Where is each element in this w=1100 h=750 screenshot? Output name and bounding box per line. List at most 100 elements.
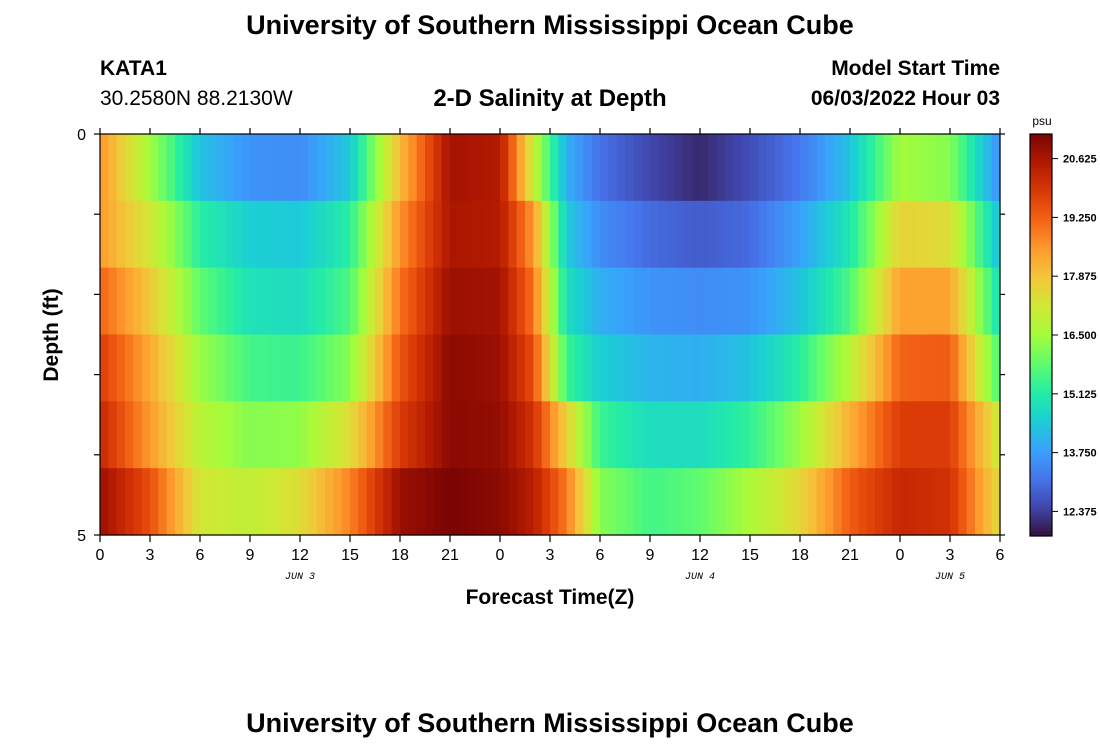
heatmap-cell — [266, 401, 276, 469]
heatmap-cell — [625, 267, 634, 336]
heatmap-cell — [375, 468, 384, 536]
heatmap-cell — [533, 468, 543, 536]
heatmap-cell — [133, 468, 143, 536]
heatmap-cell — [541, 200, 551, 269]
heatmap-cell — [466, 334, 476, 402]
heatmap-cell — [216, 468, 226, 536]
heatmap-cell — [933, 267, 943, 336]
heatmap-cell — [108, 468, 118, 536]
heatmap-cell — [150, 267, 159, 336]
heatmap-cell — [300, 334, 309, 402]
heatmap-cell — [691, 334, 701, 402]
heatmap-cell — [150, 334, 159, 402]
heatmap-cell — [241, 267, 251, 336]
heatmap-cell — [550, 334, 559, 402]
heatmap-cell — [733, 134, 743, 202]
heatmap-cell — [566, 468, 576, 536]
heatmap-cell — [541, 468, 551, 536]
heatmap-cell — [325, 200, 334, 269]
heatmap-cell — [241, 200, 251, 269]
heatmap-cell — [258, 334, 268, 402]
x-tick-label: 18 — [391, 547, 409, 564]
heatmap-cell — [325, 134, 334, 202]
heatmap-cell — [141, 334, 151, 402]
heatmap-cell — [225, 267, 234, 336]
heatmap-cell — [458, 468, 468, 536]
colorbar-tick-label: 20.625 — [1063, 154, 1097, 166]
heatmap-cell — [841, 267, 851, 336]
heatmap-cell — [991, 200, 1001, 269]
heatmap-cell — [716, 134, 726, 202]
heatmap-cell — [291, 200, 301, 269]
heatmap-cell — [275, 401, 284, 469]
heatmap-cell — [875, 468, 884, 536]
heatmap-cell — [833, 267, 843, 336]
heatmap-cell — [233, 334, 243, 402]
heatmap-cell — [325, 401, 334, 469]
heatmap-cell — [641, 468, 651, 536]
heatmap-cell — [441, 200, 451, 269]
heatmap-cell — [650, 334, 659, 402]
heatmap-cell — [625, 200, 634, 269]
heatmap-cell — [300, 200, 309, 269]
heatmap-cell — [175, 468, 184, 536]
heatmap-cell — [933, 200, 943, 269]
heatmap-cell — [600, 267, 609, 336]
heatmap-cell — [425, 468, 434, 536]
heatmap-cell — [633, 334, 643, 402]
heatmap-cell — [450, 401, 459, 469]
heatmap-cell — [333, 401, 343, 469]
heatmap-cell — [808, 468, 818, 536]
heatmap-cell — [983, 468, 993, 536]
heatmap-cell — [983, 200, 993, 269]
heatmap-cell — [233, 267, 243, 336]
heatmap-cell — [100, 334, 109, 402]
heatmap-cell — [566, 134, 576, 202]
heatmap-cell — [108, 267, 118, 336]
heatmap-cell — [933, 401, 943, 469]
heatmap-cell — [100, 401, 109, 469]
heatmap-cell — [741, 401, 751, 469]
date-label: JUN 4 — [685, 572, 715, 583]
heatmap-cell — [233, 401, 243, 469]
heatmap-cell — [291, 267, 301, 336]
heatmap-cell — [825, 468, 834, 536]
heatmap-cell — [891, 134, 901, 202]
heatmap-cell — [975, 401, 984, 469]
heatmap-cell — [150, 134, 159, 202]
heatmap-cell — [241, 401, 251, 469]
heatmap-cell — [208, 200, 218, 269]
heatmap-cell — [200, 401, 209, 469]
heatmap-cell — [700, 401, 709, 469]
heatmap-cell — [533, 334, 543, 402]
heatmap-cell — [208, 468, 218, 536]
heatmap-cell — [875, 134, 884, 202]
heatmap-cell — [291, 468, 301, 536]
heatmap-cell — [433, 200, 443, 269]
heatmap-cell — [383, 468, 393, 536]
heatmap-cell — [200, 468, 209, 536]
heatmap-cell — [716, 267, 726, 336]
heatmap-cell — [400, 134, 409, 202]
heatmap-cell — [200, 267, 209, 336]
heatmap-cell — [433, 401, 443, 469]
heatmap-cell — [616, 134, 626, 202]
heatmap-cell — [358, 468, 368, 536]
heatmap-cell — [750, 334, 759, 402]
heatmap-cell — [591, 267, 601, 336]
heatmap-cell — [500, 200, 509, 269]
heatmap-cell — [208, 401, 218, 469]
heatmap-cell — [816, 334, 826, 402]
heatmap-cell — [425, 267, 434, 336]
heatmap-cell — [700, 267, 709, 336]
heatmap-cell — [725, 200, 734, 269]
heatmap-cell — [566, 200, 576, 269]
heatmap-cell — [675, 334, 684, 402]
heatmap-cell — [275, 334, 284, 402]
x-tick-label: 0 — [896, 547, 905, 564]
heatmap-cell — [575, 267, 584, 336]
heatmap-cell — [375, 134, 384, 202]
heatmap-cell — [300, 401, 309, 469]
heatmap-cell — [575, 401, 584, 469]
heatmap-cell — [258, 401, 268, 469]
